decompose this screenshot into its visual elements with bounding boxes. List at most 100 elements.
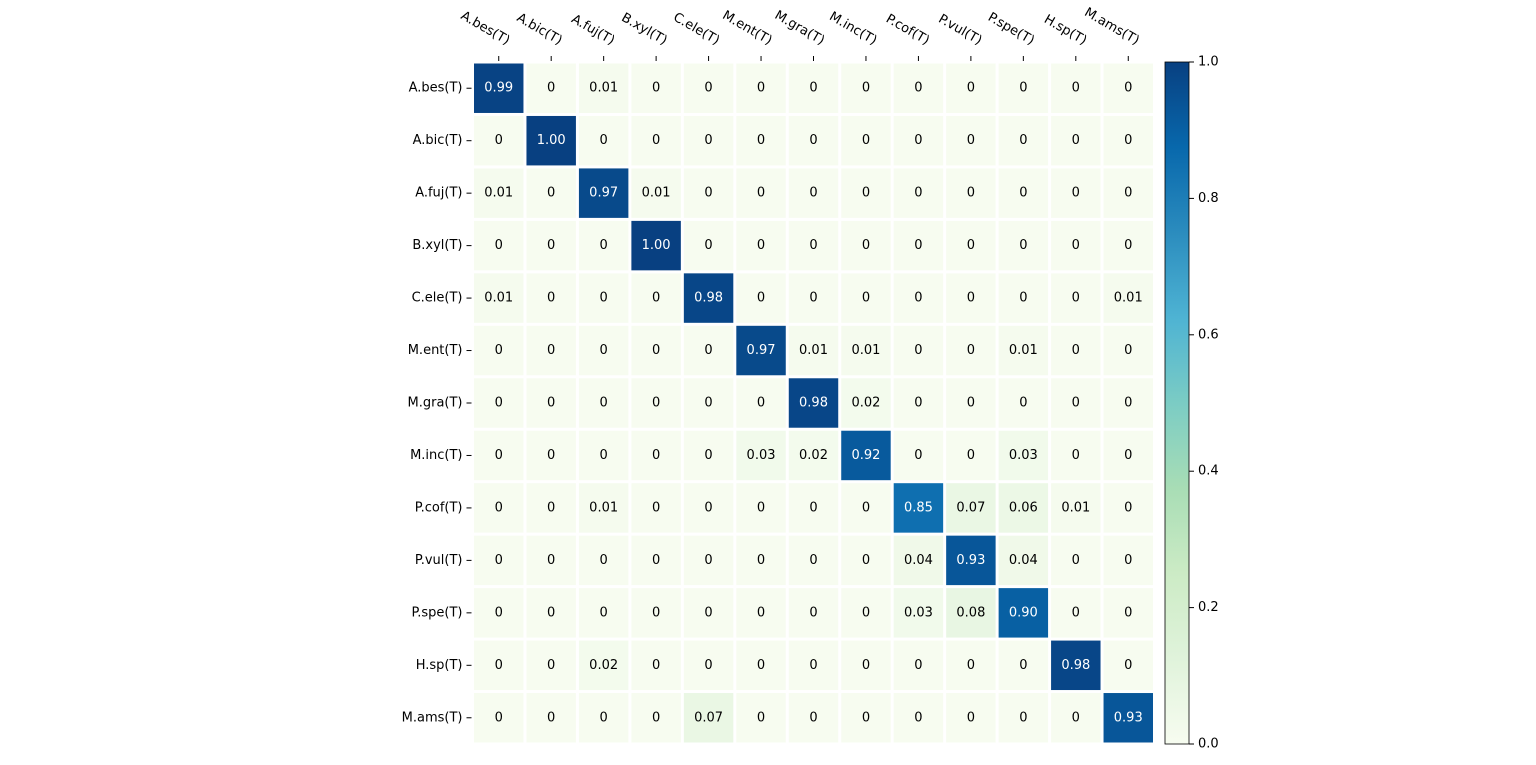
y-tick-label: B.xyl(T) xyxy=(412,238,462,253)
heatmap-cell xyxy=(1103,430,1153,481)
cell-value-label: 0 xyxy=(914,658,922,673)
heatmap-cell xyxy=(841,640,891,691)
cell-value-label: 0 xyxy=(1072,448,1080,463)
heatmap-cell xyxy=(946,325,996,376)
cell-value-label: 0 xyxy=(547,238,555,253)
heatmap-cell xyxy=(1051,640,1101,691)
cell-value-label: 0 xyxy=(1124,448,1132,463)
cell-value-label: 0 xyxy=(967,343,975,358)
cell-value-label: 0.85 xyxy=(904,500,933,515)
heatmap-cell xyxy=(841,430,891,481)
cell-value-label: 0 xyxy=(1019,710,1027,725)
heatmap-cell xyxy=(736,640,786,691)
colorbar-tick-label: 0.8 xyxy=(1198,191,1219,206)
cell-value-label: 0.01 xyxy=(589,500,618,515)
cell-value-label: 0 xyxy=(1124,553,1132,568)
heatmap-cell xyxy=(736,115,786,166)
heatmap-cell xyxy=(1051,483,1101,533)
x-tick-label: M.ent(T) xyxy=(720,8,775,48)
heatmap-cell xyxy=(1051,63,1101,113)
heatmap-cell xyxy=(893,325,944,376)
cell-value-label: 0.03 xyxy=(1009,448,1038,463)
cell-value-label: 0 xyxy=(495,448,503,463)
cell-value-label: 0 xyxy=(495,500,503,515)
heatmap-cell xyxy=(736,430,786,481)
heatmap-cell xyxy=(526,115,576,166)
cell-value-label: 0.99 xyxy=(484,81,513,96)
colorbar: 0.0 0.2 0.4 0.6 0.8 1.0 xyxy=(1164,55,1219,752)
colorbar-tick-label: 0.4 xyxy=(1198,464,1219,479)
heatmap-cell xyxy=(526,273,576,323)
cell-value-label: 0 xyxy=(704,658,712,673)
cell-value-label: 0 xyxy=(495,343,503,358)
heatmap-cell xyxy=(1051,273,1101,323)
heatmap-cell xyxy=(631,115,681,166)
heatmap-cell xyxy=(474,640,524,691)
cell-value-label: 0.02 xyxy=(589,658,618,673)
cell-value-label: 0 xyxy=(862,605,870,620)
y-tick-label: M.ams(T) xyxy=(402,710,463,725)
cell-value-label: 0.97 xyxy=(589,186,618,201)
cell-value-label: 0 xyxy=(757,291,765,306)
cell-value-label: 0 xyxy=(967,238,975,253)
cell-value-label: 0 xyxy=(1124,500,1132,515)
heatmap-cells xyxy=(474,63,1153,743)
heatmap-cell xyxy=(998,325,1049,376)
x-tick-label: C.ele(T) xyxy=(670,10,722,48)
heatmap-cell xyxy=(474,430,524,481)
cell-value-label: 0 xyxy=(967,658,975,673)
heatmap-cell xyxy=(474,168,524,218)
heatmap-cell xyxy=(474,273,524,323)
x-axis-top: A.bes(T) A.bic(T) A.fuj(T) B.xyl(T) C.ele(T)… xyxy=(458,5,1142,61)
cell-value-label: 0 xyxy=(914,343,922,358)
cell-value-label: 0.07 xyxy=(694,710,723,725)
heatmap-cell xyxy=(788,115,839,166)
cell-value-label: 0 xyxy=(1019,396,1027,411)
cell-value-label: 0 xyxy=(600,710,608,725)
heatmap-cell xyxy=(946,63,996,113)
cell-value-label: 0 xyxy=(1072,710,1080,725)
heatmap-cell xyxy=(474,115,524,166)
cell-value-label: 0 xyxy=(600,396,608,411)
heatmap-cell xyxy=(1103,640,1153,691)
cell-value-label: 0.02 xyxy=(851,396,880,411)
cell-value-label: 0.03 xyxy=(747,448,776,463)
heatmap-cell xyxy=(998,483,1049,533)
x-tick-label: A.bes(T) xyxy=(458,9,512,49)
cell-value-label: 0 xyxy=(862,291,870,306)
heatmap-cell xyxy=(578,168,629,218)
heatmap-cell xyxy=(788,483,839,533)
cell-value-label: 0 xyxy=(914,238,922,253)
heatmap-cell xyxy=(841,168,891,218)
heatmap-cell xyxy=(474,220,524,271)
cell-value-label: 0.01 xyxy=(1061,500,1090,515)
heatmap-cell xyxy=(1103,535,1153,586)
heatmap-cell xyxy=(788,430,839,481)
heatmap-cell xyxy=(946,640,996,691)
cell-value-label: 0 xyxy=(600,605,608,620)
heatmap-cell xyxy=(841,693,891,743)
colorbar-frame xyxy=(1164,61,1190,745)
heatmap-cell xyxy=(998,115,1049,166)
heatmap-cell xyxy=(631,640,681,691)
cell-value-label: 0 xyxy=(1124,81,1132,96)
colorbar-tick-label: 0.0 xyxy=(1198,737,1219,752)
heatmap-cell xyxy=(631,325,681,376)
heatmap-cell xyxy=(683,168,734,218)
cell-value-label: 0 xyxy=(809,133,817,148)
heatmap-cell xyxy=(683,273,734,323)
cell-value-label: 0 xyxy=(1072,133,1080,148)
cell-value-label: 0 xyxy=(914,81,922,96)
cell-value-label: 0.06 xyxy=(1009,500,1038,515)
heatmap-cell xyxy=(1051,220,1101,271)
cell-value-label: 0 xyxy=(547,500,555,515)
heatmap-cell xyxy=(683,588,734,638)
heatmap-cell xyxy=(946,115,996,166)
heatmap-cell xyxy=(893,168,944,218)
heatmap-cell xyxy=(683,430,734,481)
x-tick-label: P.vul(T) xyxy=(936,12,985,49)
heatmap-cell xyxy=(788,325,839,376)
heatmap-cell xyxy=(631,220,681,271)
cell-value-label: 0 xyxy=(914,133,922,148)
heatmap-cell xyxy=(1051,430,1101,481)
